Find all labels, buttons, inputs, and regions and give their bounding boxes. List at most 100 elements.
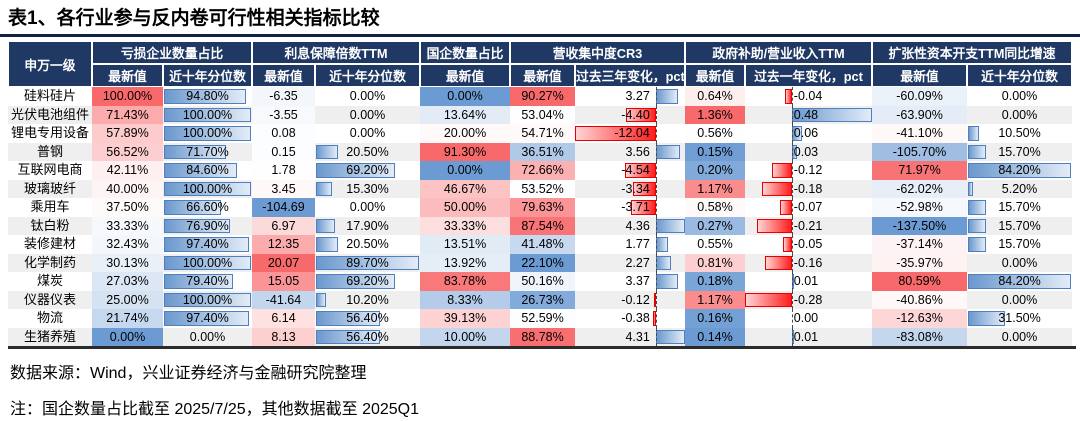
zero-axis [791, 327, 793, 346]
zero-axis [655, 272, 657, 291]
table-cell: 91.30% [420, 142, 511, 161]
table-cell: 56.52% [92, 142, 163, 161]
table-cell: 50.16% [510, 272, 576, 291]
table-cell: 32.43% [92, 235, 163, 254]
cell-value: 100.00% [182, 255, 233, 270]
table-cell: 0.48 [745, 105, 873, 124]
cell-value: 89.70% [346, 255, 389, 270]
cell-value: 66.60% [186, 200, 229, 214]
cell-value: -0.12 [793, 163, 823, 177]
table-cell: 10.50% [967, 124, 1072, 143]
table-cell: -6.35 [252, 87, 315, 106]
databar [968, 237, 986, 252]
cell-value: 76.90% [186, 218, 229, 233]
cell-value: 3.37 [625, 274, 650, 288]
table-cell: 50.00% [420, 198, 511, 217]
table-cell: 1.78 [252, 161, 315, 180]
table-cell: -62.02% [872, 179, 968, 198]
cell-value: 97.40% [186, 311, 229, 325]
table-cell: 6.14 [252, 309, 315, 328]
industry-cell: 生猪养殖 [8, 327, 92, 346]
row-header: 申万一级 [8, 41, 92, 87]
table-cell: 0.00% [967, 105, 1073, 124]
databar [316, 311, 381, 326]
table-cell: -105.70% [872, 142, 968, 161]
table-cell: 1.17% [685, 179, 746, 198]
zero-axis [655, 253, 657, 272]
cell-value: 2.27 [625, 255, 650, 270]
data-source-note: 数据来源：Wind，兴业证券经济与金融研究院整理 [10, 365, 367, 382]
table-cell: 0.00% [315, 198, 420, 217]
cell-value: 0.48 [793, 107, 819, 122]
table-row: 普钢 56.52% 71.70% 0.15 20.50% 91.30% 36.51% 3.56… [8, 142, 1073, 161]
table-cell: 0.00% [92, 327, 163, 346]
databar [164, 126, 251, 141]
table-cell: 71.70% [163, 142, 252, 161]
zero-axis [791, 290, 793, 309]
databar [164, 274, 233, 289]
table-header: 申万一级 亏损企业数量占比 利息保障倍数TTM 国企数量占比 营收集中度CR3 政府补助/… [8, 41, 1073, 87]
table-cell: 100.00% [163, 124, 252, 143]
cell-value: 84.20% [998, 274, 1041, 288]
databar [164, 237, 249, 252]
cell-value: 100.00% [182, 107, 233, 122]
zero-axis [791, 105, 793, 124]
column-group-header: 扩张性资本开支TTM同比增速 [872, 41, 1073, 64]
table-cell: 1.36% [685, 105, 746, 124]
cell-value: 0.03 [793, 144, 819, 159]
table-cell: 0.00% [315, 105, 421, 124]
table-cell: -0.18 [745, 179, 873, 198]
cell-value: 0.00% [349, 89, 386, 103]
cell-value: 0.00% [1001, 107, 1038, 122]
zero-axis [791, 198, 793, 217]
cell-value: -0.16 [793, 255, 823, 270]
table-cell: 56.40% [315, 327, 421, 346]
table-cell: 4.31 [575, 327, 686, 346]
column-header: 过去一年变化，pct [745, 64, 873, 87]
cell-value: 15.30% [346, 181, 389, 196]
table-cell: -0.05 [745, 235, 872, 254]
table-cell: 20.50% [315, 142, 421, 161]
cell-value: 69.20% [346, 163, 389, 177]
databar [968, 181, 973, 196]
zero-axis [655, 124, 657, 143]
databar [316, 274, 395, 289]
databar [783, 237, 792, 252]
table-cell: 15.70% [967, 235, 1072, 254]
table-cell: 89.70% [315, 253, 421, 272]
table-cell: 71.97% [872, 161, 968, 180]
table-row: 化学制药 30.13% 100.00% 20.07 89.70% 13.92% 22.10%… [8, 253, 1073, 272]
table-row: 装修建材 32.43% 97.40% 12.35 20.50% 13.51% 41.48% 1… [8, 235, 1072, 254]
column-header: 最新值 [92, 64, 163, 87]
table-row: 互联网电商 42.11% 84.60% 1.78 69.20% 0.00% 72.66% -4… [8, 161, 1072, 180]
table-cell: 0.00% [967, 290, 1073, 309]
table-row: 物流 21.74% 97.40% 6.14 56.40% 39.13% 52.59% -0.3… [8, 309, 1072, 328]
databar [655, 218, 685, 233]
cell-value: -0.12 [621, 292, 650, 307]
table-cell: 100.00% [163, 290, 252, 309]
table-cell: -3.55 [252, 105, 315, 124]
table-cell: 57.89% [92, 124, 163, 143]
table-cell: 0.06 [745, 124, 872, 143]
table-cell: 0.00 [745, 309, 872, 328]
industry-cell: 锂电专用设备 [10, 125, 89, 140]
table-row: 锂电专用设备 57.89% 100.00% 0.08 0.00% 20.00% 54.71%… [8, 124, 1072, 143]
table-cell: 2.27 [575, 253, 686, 272]
table-cell: 6.97 [252, 216, 315, 235]
table-cell: 0.14% [685, 327, 746, 346]
cell-value: 5.20% [1001, 181, 1038, 196]
table-cell: -0.28 [745, 290, 873, 309]
databar [968, 274, 1072, 289]
table-cell: 8.33% [420, 290, 511, 309]
table-cell: 22.10% [510, 253, 576, 272]
databar [771, 163, 792, 178]
cell-value: 84.60% [186, 163, 229, 177]
column-group-header: 国企数量占比 [420, 41, 511, 64]
table-cell: 0.27% [685, 216, 746, 235]
table-cell: -0.16 [745, 253, 873, 272]
table-cell: 41.48% [510, 235, 576, 254]
industry-cell: 光伏电池组件 [8, 105, 92, 124]
cell-value: 0.00% [1001, 292, 1038, 307]
table-cell: 33.33% [420, 216, 511, 235]
databar [164, 107, 251, 122]
